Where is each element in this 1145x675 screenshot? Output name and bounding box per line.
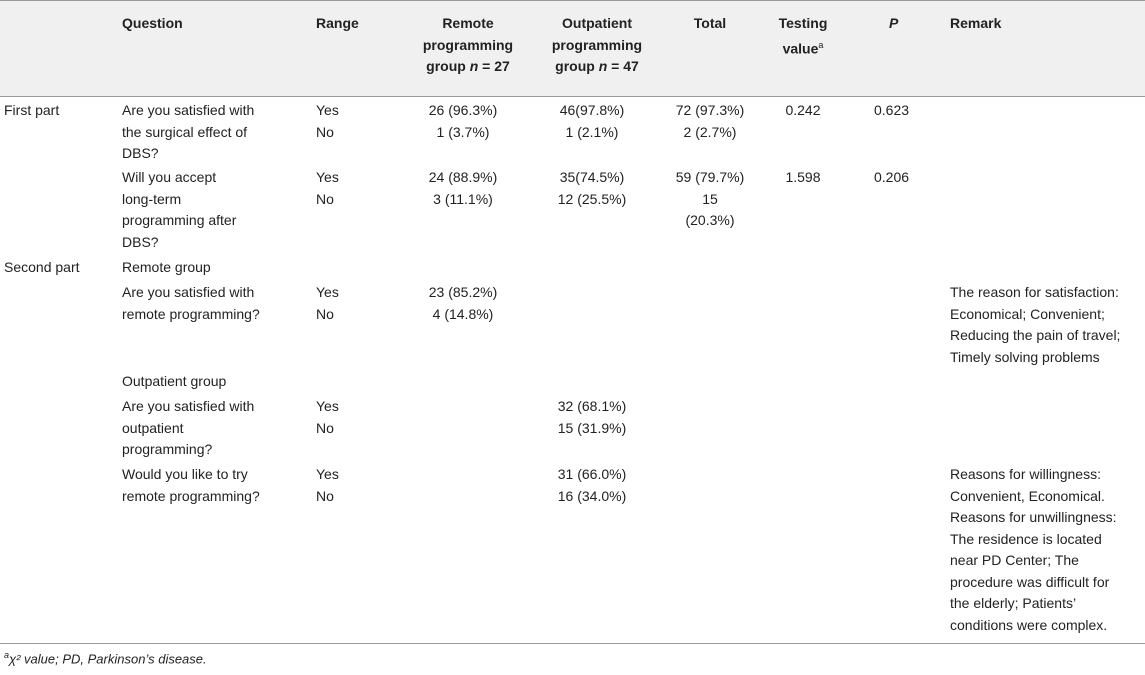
- section-second-part: Second part: [4, 259, 80, 275]
- question-q3: Are you satisfied with remote programming…: [122, 284, 260, 322]
- p-value-q2: 0.206: [874, 169, 910, 185]
- remote-q2: 24 (88.9%) 3 (11.1%): [428, 169, 498, 207]
- range-q2: Yes No: [316, 169, 339, 207]
- range-q1: Yes No: [316, 102, 339, 140]
- subheading-outpatient-group: Outpatient group: [122, 373, 227, 389]
- outpatient-q2: 35(74.5%) 12 (25.5%): [557, 169, 627, 207]
- p-value-q1: 0.623: [874, 102, 910, 118]
- remote-q1: 26 (96.3%) 1 (3.7%): [428, 102, 498, 140]
- section-first-part: First part: [4, 102, 60, 118]
- col-header-testing-value: Testing valuea: [778, 15, 828, 57]
- header-background: [0, 0, 1145, 96]
- col-header-range: Range: [316, 15, 359, 31]
- col-header-question: Question: [122, 15, 183, 31]
- total-q2: 59 (79.7%) 15 (20.3%): [675, 169, 745, 228]
- remark-q5: Reasons for willingness: Convenient, Econ…: [950, 466, 1117, 633]
- question-q2: Will you accept long-term programming afte…: [122, 169, 237, 250]
- outpatient-q1: 46(97.8%) 1 (2.1%): [559, 102, 625, 140]
- top-rule: [0, 0, 1145, 1]
- testing-value-q1: 0.242: [785, 102, 821, 118]
- col-header-remark: Remark: [950, 15, 1002, 31]
- remark-q3: The reason for satisfaction: Economical; …: [950, 284, 1121, 365]
- range-q5: Yes No: [316, 466, 339, 504]
- outpatient-q5: 31 (66.0%) 16 (34.0%): [557, 466, 627, 504]
- range-q4: Yes No: [316, 398, 339, 436]
- table-footnote: aχ² value; PD, Parkinson’s disease.: [4, 650, 207, 667]
- col-header-remote: Remote programming group n = 27: [422, 15, 514, 74]
- remote-q3: 23 (85.2%) 4 (14.8%): [428, 284, 498, 322]
- col-header-outpatient: Outpatient programming group n = 47: [551, 15, 643, 74]
- bottom-rule: [0, 643, 1145, 644]
- subheading-remote-group: Remote group: [122, 259, 211, 275]
- testing-value-q2: 1.598: [785, 169, 821, 185]
- total-q1: 72 (97.3%) 2 (2.7%): [675, 102, 745, 140]
- header-rule: [0, 96, 1145, 97]
- col-header-total: Total: [693, 15, 727, 31]
- question-q4: Are you satisfied with outpatient programm…: [122, 398, 255, 457]
- col-header-p: P: [889, 15, 899, 31]
- outpatient-q4: 32 (68.1%) 15 (31.9%): [557, 398, 627, 436]
- question-q5: Would you like to try remote programming?: [122, 466, 260, 504]
- range-q3: Yes No: [316, 284, 339, 322]
- question-q1: Are you satisfied with the surgical effec…: [122, 102, 255, 161]
